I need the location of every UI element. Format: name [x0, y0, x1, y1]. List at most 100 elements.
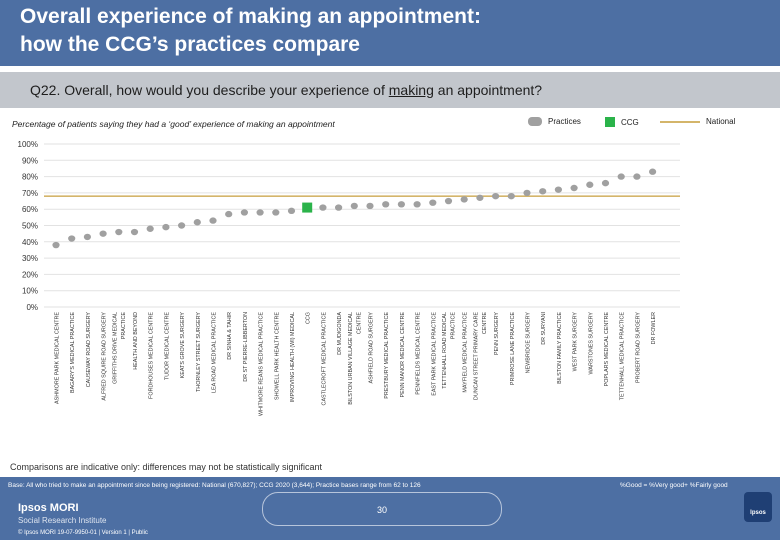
legend-practices-label: Practices	[548, 117, 581, 126]
page-title-line2: how the CCG’s practices compare	[20, 33, 360, 56]
y-tick-label: 20%	[22, 270, 38, 279]
practice-point	[350, 202, 358, 210]
legend-national: National	[660, 117, 735, 126]
copyright-text: © Ipsos MORI 19-07-9950-01 | Version 1 |…	[18, 530, 148, 536]
practice-point	[460, 196, 468, 203]
practice-point	[130, 228, 139, 236]
category-label: DR SURYANI	[541, 312, 547, 345]
practice-point	[601, 179, 610, 187]
practice-point	[649, 168, 657, 175]
practice-point	[162, 223, 170, 231]
y-tick-label: 50%	[22, 222, 38, 231]
practice-point	[413, 201, 421, 208]
category-label: LEA ROAD MEDICAL PRACTICE	[212, 312, 218, 393]
ipsos-mori-logo: Ipsos MORI	[18, 502, 79, 514]
page-number-box: 30	[262, 492, 502, 526]
base-note: Base: All who tried to make an appointme…	[8, 482, 421, 489]
category-label: WHITMORE REANS MEDICAL PRACTICE	[259, 312, 265, 416]
category-label: CAUSEWAY ROAD SURGERY	[86, 312, 92, 388]
category-label: FORDHOUSES MEDICAL CENTRE	[149, 312, 155, 399]
y-tick-label: 80%	[22, 173, 38, 182]
category-label: GRIFFITHS DRIVE MEDICAL	[112, 312, 118, 384]
category-label: NEWBRIDGE SURGERY	[526, 312, 532, 374]
category-label: ASHMORE PARK MEDICAL CENTRE	[55, 312, 61, 404]
practice-point	[366, 202, 374, 210]
category-label: CASTLECROFT MEDICAL PRACTICE	[321, 312, 327, 406]
category-label: PENNFIELDS MEDICAL CENTRE	[416, 312, 422, 395]
ipsos-logo-text: Ipsos	[750, 510, 766, 516]
category-label: PENN SURGERY	[494, 312, 500, 355]
category-label: PRESTBURY MEDICAL PRACTICE	[384, 312, 390, 399]
category-label: DR SINHA & TAHIR	[227, 312, 233, 360]
practice-point	[272, 209, 280, 216]
practice-point	[99, 230, 107, 237]
practice-point	[444, 197, 453, 205]
category-label: DR ST PIERRE-LIBBERTON	[243, 312, 249, 382]
ipsos-logo-icon: Ipsos	[744, 492, 772, 522]
chart-subtitle: Percentage of patients saying they had a…	[12, 119, 335, 129]
category-label: DR FOWLER	[651, 312, 657, 344]
category-label: PRIMROSE LANE PRACTICE	[510, 312, 516, 385]
category-label: DR MUDIGONDA	[337, 312, 343, 355]
legend-practices-marker	[528, 117, 542, 126]
category-label: PENN MANOR MEDICAL CENTRE	[400, 312, 406, 398]
practice-point	[209, 217, 217, 224]
practice-point	[539, 188, 547, 195]
category-label: TETTENHALL ROAD MEDICAL	[442, 312, 448, 389]
practice-point	[146, 225, 154, 232]
y-tick-label: 30%	[22, 254, 38, 263]
scatter-chart: 0% 10% 20% 30% 40% 50% 60% 70% 80% 90% 100% ASHMORE…	[18, 140, 680, 416]
legend-practices: Practices	[528, 117, 581, 126]
category-label: BAGARY'S MEDICAL PRACTICE	[70, 312, 76, 393]
category-label: BILSTON URBAN VILLAGE MEDICAL	[348, 312, 354, 405]
category-label: SHOWELL PARK HEALTH CENTRE	[274, 312, 280, 400]
category-label: POPLARS MEDICAL CENTRE	[604, 312, 610, 387]
practice-point	[586, 181, 594, 188]
category-label: ASHFIELD ROAD SURGERY	[369, 312, 375, 384]
practice-point	[397, 201, 405, 208]
practice-point	[178, 222, 186, 229]
category-label: WEST PARK SURGERY	[573, 312, 579, 372]
category-label: MAYFIELD MEDICAL PRACTICE	[463, 312, 469, 393]
legend-ccg-label: CCG	[621, 117, 639, 127]
practice-point	[193, 219, 201, 226]
practice-point	[507, 192, 515, 200]
practice-point	[554, 186, 563, 193]
category-label: TUDOR MEDICAL CENTRE	[164, 312, 170, 380]
category-label: KEATS GROVE SURGERY	[180, 312, 186, 379]
y-tick-label: 60%	[22, 205, 38, 214]
practice-point	[287, 207, 296, 215]
y-tick-label: 0%	[26, 303, 38, 312]
legend-national-line	[660, 120, 700, 123]
page-number: 30	[376, 505, 387, 515]
ccg-marker	[302, 202, 313, 213]
y-tick-label: 100%	[18, 140, 38, 149]
category-label: TETTENHALL MEDICAL PRACTICE	[620, 312, 626, 401]
category-label: BILSTON FAMILY PRACTICE	[557, 312, 563, 384]
practice-point	[335, 204, 343, 211]
category-label: CCG	[306, 312, 312, 324]
practice-point	[115, 228, 123, 236]
practice-point	[240, 209, 248, 216]
question-suffix: an appointment?	[433, 82, 543, 98]
category-label: CENTRE	[482, 312, 488, 335]
legend-ccg: CCG	[605, 117, 639, 127]
practice-point	[429, 199, 437, 206]
practice-point	[492, 192, 500, 200]
y-tick-label: 10%	[22, 287, 38, 296]
category-label: IMPROVING HEALTH (WI) MEDICAL	[290, 312, 296, 402]
category-label: THORNLEY STREET SURGERY	[196, 312, 202, 392]
practice-point	[570, 184, 578, 192]
practice-point	[617, 173, 625, 180]
legend-national-label: National	[706, 117, 736, 126]
category-label: WARSTONES SURGERY	[588, 312, 594, 375]
category-label: EAST PARK MEDICAL PRACTICE	[431, 312, 437, 396]
logo-subtitle: Social Research Institute	[18, 516, 107, 525]
y-tick-label: 70%	[22, 189, 38, 198]
category-label: CENTRE	[356, 312, 362, 335]
practice-point	[319, 204, 327, 211]
category-label: PRACTICE	[451, 312, 457, 340]
header-banner: Overall experience of making an appointm…	[0, 0, 780, 66]
practice-point	[256, 209, 264, 216]
question-prefix: Q22. Overall, how would you describe you…	[30, 82, 389, 98]
